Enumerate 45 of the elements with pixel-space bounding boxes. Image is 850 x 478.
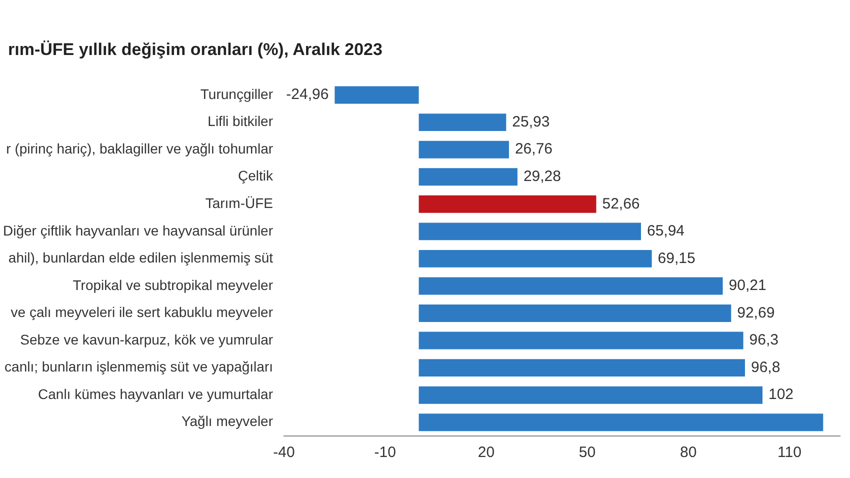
y-tick-label: Tropikal ve subtropikal meyveler <box>72 276 274 293</box>
y-tick-label: Canlı kümes hayvanları ve yumurtalar <box>38 386 274 402</box>
x-tick-label: 80 <box>680 444 697 462</box>
data-label: 25,93 <box>512 113 550 130</box>
data-label: 90,21 <box>728 277 766 294</box>
data-label: 96,8 <box>750 358 780 376</box>
data-label: 65,94 <box>646 222 685 240</box>
x-tick-label: -10 <box>374 444 396 462</box>
bar <box>418 168 518 186</box>
x-tick-label: -40 <box>273 444 295 462</box>
y-tick-label: canlı; bunların işlenmemiş süt ve yapağıları <box>4 358 274 375</box>
y-tick-label: ahil), bunlardan elde edilen işlenmemiş süt <box>8 250 274 266</box>
y-tick-label: Turunçgiller <box>200 86 274 102</box>
data-label: 102 <box>768 386 794 404</box>
bar <box>334 86 419 104</box>
y-tick-label: Tarım-ÜFE <box>205 195 274 212</box>
bar <box>418 140 509 158</box>
data-label: 96,3 <box>749 332 778 349</box>
data-label: 69,15 <box>658 250 696 267</box>
y-tick-label: Lifli bitkiler <box>208 113 274 130</box>
bar <box>418 277 723 295</box>
bar <box>418 359 745 377</box>
x-tick-label: 20 <box>478 444 495 462</box>
bar <box>418 195 596 213</box>
bar <box>418 332 744 350</box>
data-label: -24,96 <box>286 86 329 104</box>
chart-title: rım-ÜFE yıllık değişim oranları (%), Aralık 2023 <box>8 40 382 60</box>
bar <box>418 386 762 404</box>
bar <box>418 114 506 132</box>
data-label: 26,76 <box>514 140 553 158</box>
data-label: 52,66 <box>602 195 640 212</box>
y-tick-label: Diğer çiftlik hayvanları ve hayvansal ürünler <box>2 222 274 238</box>
x-tick-label: 110 <box>777 444 802 462</box>
y-tick-label: Sebze ve kavun-karpuz, kök ve yumrular <box>20 331 274 348</box>
bar <box>418 222 641 240</box>
bar <box>418 250 652 268</box>
bar <box>418 414 824 432</box>
y-tick-label: ve çalı meyveleri ile sert kabuklu meyveler <box>10 304 274 320</box>
data-label: 29,28 <box>523 168 562 186</box>
y-tick-label: Çeltik <box>238 168 274 184</box>
data-label: 92,69 <box>737 304 775 322</box>
y-tick-label: r (pirinç hariç), baklagiller ve yağlı tohumlar <box>6 140 274 156</box>
y-tick-label: Yağlı meyveler <box>181 413 274 430</box>
x-tick-label: 50 <box>578 444 596 462</box>
bar <box>418 304 732 322</box>
